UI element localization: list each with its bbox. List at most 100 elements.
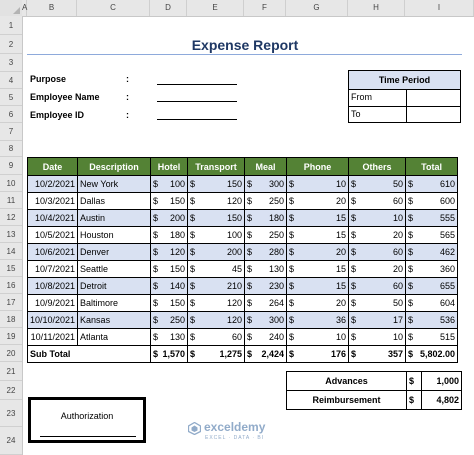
- total-cell[interactable]: $536: [405, 311, 459, 329]
- phone-cell[interactable]: $15: [286, 277, 350, 295]
- total-cell[interactable]: $515: [405, 328, 459, 346]
- total-cell[interactable]: $604: [405, 294, 459, 312]
- hotel-cell[interactable]: $150: [150, 260, 189, 278]
- to-row[interactable]: To: [349, 106, 460, 123]
- description-cell[interactable]: Kansas: [77, 311, 152, 329]
- total-cell[interactable]: $360: [405, 260, 459, 278]
- description-cell[interactable]: Seattle: [77, 260, 152, 278]
- header-description[interactable]: Description: [77, 157, 152, 176]
- column-header[interactable]: C: [77, 0, 150, 16]
- row-header[interactable]: 24: [0, 427, 22, 455]
- phone-cell[interactable]: $20: [286, 192, 350, 210]
- meal-cell[interactable]: $250: [244, 192, 288, 210]
- row-header[interactable]: 9: [0, 157, 22, 175]
- row-header[interactable]: 5: [0, 89, 22, 106]
- header-phone[interactable]: Phone: [286, 157, 350, 176]
- column-header[interactable]: H: [348, 0, 405, 16]
- others-cell[interactable]: $20: [348, 260, 407, 278]
- phone-cell[interactable]: $15: [286, 226, 350, 244]
- hotel-cell[interactable]: $150: [150, 192, 189, 210]
- row-header[interactable]: 15: [0, 260, 22, 277]
- column-header[interactable]: F: [244, 0, 286, 16]
- select-all-corner[interactable]: [0, 0, 23, 16]
- row-header[interactable]: 11: [0, 192, 22, 209]
- row-header[interactable]: 3: [0, 54, 22, 72]
- reimbursement-value[interactable]: 4,802: [421, 390, 462, 410]
- date-cell[interactable]: 10/8/2021: [26, 277, 79, 295]
- row-header[interactable]: 20: [0, 345, 22, 362]
- row-header[interactable]: 10: [0, 175, 22, 192]
- description-cell[interactable]: Dallas: [77, 192, 152, 210]
- transport-cell[interactable]: $60: [187, 328, 246, 346]
- header-others[interactable]: Others: [348, 157, 407, 176]
- description-cell[interactable]: Houston: [77, 226, 152, 244]
- meal-cell[interactable]: $280: [244, 243, 288, 261]
- hotel-cell[interactable]: $100: [150, 175, 189, 193]
- date-cell[interactable]: 10/3/2021: [26, 192, 79, 210]
- subtotal-meal[interactable]: $2,424: [244, 345, 288, 363]
- phone-cell[interactable]: $10: [286, 175, 350, 193]
- from-row[interactable]: From: [349, 89, 460, 106]
- others-cell[interactable]: $60: [348, 243, 407, 261]
- total-cell[interactable]: $655: [405, 277, 459, 295]
- others-cell[interactable]: $10: [348, 328, 407, 346]
- header-total[interactable]: Total: [405, 157, 459, 176]
- row-header[interactable]: 17: [0, 294, 22, 311]
- hotel-cell[interactable]: $140: [150, 277, 189, 295]
- description-cell[interactable]: Atlanta: [77, 328, 152, 346]
- transport-cell[interactable]: $45: [187, 260, 246, 278]
- description-cell[interactable]: New York: [77, 175, 152, 193]
- hotel-cell[interactable]: $150: [150, 294, 189, 312]
- description-cell[interactable]: Austin: [77, 209, 152, 227]
- total-cell[interactable]: $555: [405, 209, 459, 227]
- hotel-cell[interactable]: $130: [150, 328, 189, 346]
- transport-cell[interactable]: $100: [187, 226, 246, 244]
- row-header[interactable]: 13: [0, 226, 22, 243]
- date-cell[interactable]: 10/10/2021: [26, 311, 79, 329]
- date-cell[interactable]: 10/5/2021: [26, 226, 79, 244]
- row-header[interactable]: 19: [0, 328, 22, 345]
- meal-cell[interactable]: $300: [244, 311, 288, 329]
- date-cell[interactable]: 10/4/2021: [26, 209, 79, 227]
- employee-id-field[interactable]: [157, 119, 237, 120]
- hotel-cell[interactable]: $120: [150, 243, 189, 261]
- employee-name-field[interactable]: [157, 101, 237, 102]
- phone-cell[interactable]: $10: [286, 328, 350, 346]
- date-cell[interactable]: 10/7/2021: [26, 260, 79, 278]
- date-cell[interactable]: 10/2/2021: [26, 175, 79, 193]
- row-header[interactable]: 18: [0, 311, 22, 328]
- row-header[interactable]: 16: [0, 277, 22, 294]
- meal-cell[interactable]: $230: [244, 277, 288, 295]
- hotel-cell[interactable]: $250: [150, 311, 189, 329]
- row-header[interactable]: 14: [0, 243, 22, 260]
- subtotal-phone[interactable]: $176: [286, 345, 350, 363]
- column-header[interactable]: G: [286, 0, 348, 16]
- column-header[interactable]: A: [22, 0, 27, 16]
- transport-cell[interactable]: $150: [187, 175, 246, 193]
- date-cell[interactable]: 10/11/2021: [26, 328, 79, 346]
- meal-cell[interactable]: $264: [244, 294, 288, 312]
- authorization-signature-line[interactable]: [40, 436, 136, 437]
- others-cell[interactable]: $17: [348, 311, 407, 329]
- row-header[interactable]: 4: [0, 72, 22, 89]
- row-header[interactable]: 1: [0, 16, 22, 35]
- transport-cell[interactable]: $120: [187, 192, 246, 210]
- row-header[interactable]: 7: [0, 123, 22, 141]
- phone-cell[interactable]: $20: [286, 294, 350, 312]
- phone-cell[interactable]: $15: [286, 260, 350, 278]
- transport-cell[interactable]: $120: [187, 311, 246, 329]
- date-cell[interactable]: 10/6/2021: [26, 243, 79, 261]
- advances-value[interactable]: 1,000: [421, 371, 462, 391]
- meal-cell[interactable]: $240: [244, 328, 288, 346]
- column-header[interactable]: B: [27, 0, 77, 16]
- subtotal-transport[interactable]: $1,275: [187, 345, 246, 363]
- header-date[interactable]: Date: [26, 157, 79, 176]
- header-meal[interactable]: Meal: [244, 157, 288, 176]
- description-cell[interactable]: Denver: [77, 243, 152, 261]
- row-header[interactable]: 12: [0, 209, 22, 226]
- subtotal-total[interactable]: $5,802.00: [405, 345, 459, 363]
- total-cell[interactable]: $462: [405, 243, 459, 261]
- phone-cell[interactable]: $20: [286, 243, 350, 261]
- others-cell[interactable]: $50: [348, 175, 407, 193]
- hotel-cell[interactable]: $200: [150, 209, 189, 227]
